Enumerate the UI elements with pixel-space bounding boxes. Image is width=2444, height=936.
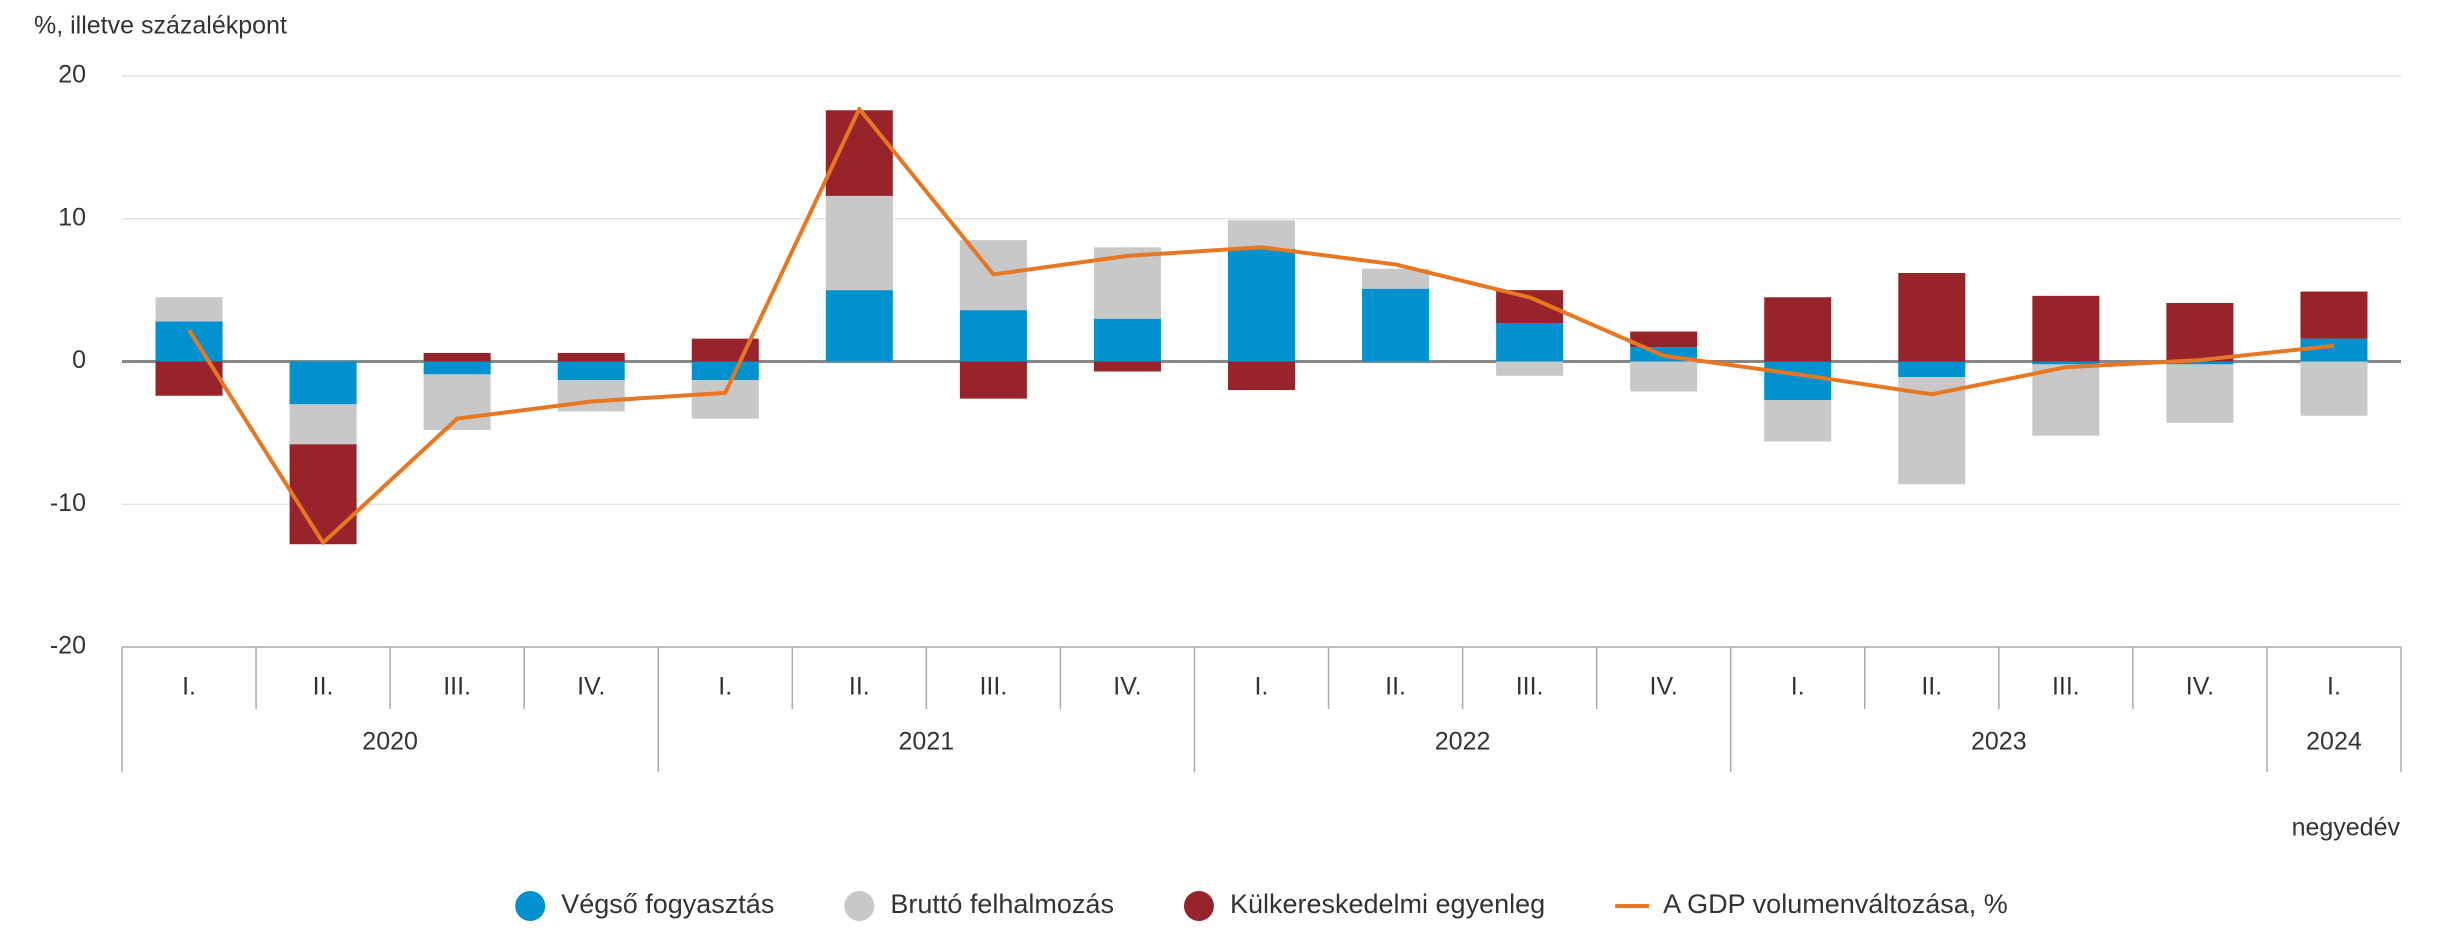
- x-tick-label: I.: [2327, 673, 2341, 701]
- bar: [155, 321, 223, 362]
- bar: [825, 110, 893, 196]
- y-tick-label: -10: [50, 489, 86, 517]
- bar: [2300, 338, 2368, 362]
- bar: [825, 195, 893, 291]
- bar: [2300, 361, 2368, 416]
- legend-swatch: [515, 891, 546, 921]
- x-tick-label: IV.: [1650, 673, 1678, 701]
- x-tick-label: II.: [1921, 673, 1942, 701]
- bar: [691, 361, 759, 381]
- x-tick-label: I.: [1255, 673, 1269, 701]
- x-tick-label: III.: [2052, 673, 2080, 701]
- bar: [1496, 322, 1564, 362]
- bar: [1093, 318, 1161, 362]
- bar: [289, 404, 357, 445]
- bar: [1630, 361, 1698, 392]
- bar: [2300, 291, 2368, 339]
- bar: [2166, 364, 2234, 423]
- bar: [1227, 248, 1296, 362]
- x-tick-label: IV.: [577, 673, 605, 701]
- bar: [1764, 297, 1832, 362]
- x-tick-label: III.: [443, 673, 471, 701]
- x-tick-label: II.: [1385, 673, 1406, 701]
- bar: [155, 297, 223, 322]
- bar: [959, 361, 1027, 399]
- legend-swatch: [844, 891, 875, 921]
- legend-item: Végső fogyasztás: [515, 889, 774, 921]
- bar: [959, 310, 1027, 362]
- bar: [825, 290, 893, 362]
- y-tick-label: 0: [72, 346, 86, 374]
- x-axis-label: negyedév: [2292, 814, 2401, 842]
- x-tick-label: I.: [718, 673, 732, 701]
- y-tick-label: 20: [58, 61, 86, 89]
- legend-label: A GDP volumenváltozása, %: [1663, 889, 2008, 919]
- x-tick-label: II.: [849, 673, 870, 701]
- bar: [1496, 361, 1564, 376]
- y-axis-label: %, illetve százalékpont: [34, 12, 287, 40]
- year-label: 2024: [2306, 728, 2362, 756]
- bar: [289, 444, 357, 545]
- bar: [289, 361, 357, 405]
- legend-label: Bruttó felhalmozás: [890, 889, 1114, 919]
- bar: [423, 352, 491, 362]
- x-tick-label: III.: [1516, 673, 1544, 701]
- bar: [2032, 295, 2100, 362]
- bar: [557, 352, 625, 362]
- bar: [1630, 331, 1698, 348]
- legend-item: Külkereskedelmi egyenleg: [1183, 889, 1545, 921]
- x-tick-label: IV.: [2186, 673, 2214, 701]
- bar: [1898, 272, 1966, 362]
- x-tick-label: III.: [979, 673, 1007, 701]
- bar: [1764, 361, 1832, 401]
- legend-item: Bruttó felhalmozás: [844, 889, 1114, 921]
- bar: [423, 361, 491, 375]
- bar: [1764, 400, 1832, 442]
- x-tick-label: I.: [1791, 673, 1805, 701]
- bar: [1093, 361, 1161, 372]
- bar: [557, 380, 625, 412]
- year-label: 2021: [899, 728, 955, 756]
- bar: [1362, 288, 1430, 362]
- y-tick-label: -20: [50, 632, 86, 660]
- legend-swatch: [1183, 891, 1214, 921]
- bar: [1227, 220, 1296, 249]
- bar: [2032, 361, 2100, 365]
- year-label: 2023: [1971, 728, 2027, 756]
- y-tick-label: 10: [58, 203, 86, 231]
- bar: [2032, 364, 2100, 436]
- legend-label: Végső fogyasztás: [561, 889, 774, 919]
- bar: [423, 374, 491, 431]
- legend-item: A GDP volumenváltozása, %: [1615, 889, 2008, 919]
- year-label: 2022: [1435, 728, 1491, 756]
- bar: [1898, 361, 1966, 378]
- x-tick-label: II.: [313, 673, 334, 701]
- line: [187, 106, 2335, 545]
- x-tick-label: I.: [182, 673, 196, 701]
- bar: [1362, 268, 1430, 289]
- year-label: 2020: [362, 728, 418, 756]
- bar: [691, 380, 759, 419]
- legend-label: Külkereskedelmi egyenleg: [1230, 889, 1545, 919]
- bar: [2166, 302, 2234, 362]
- bar: [1227, 361, 1296, 391]
- bar: [2166, 361, 2234, 365]
- bar: [557, 361, 625, 381]
- x-tick-label: IV.: [1113, 673, 1141, 701]
